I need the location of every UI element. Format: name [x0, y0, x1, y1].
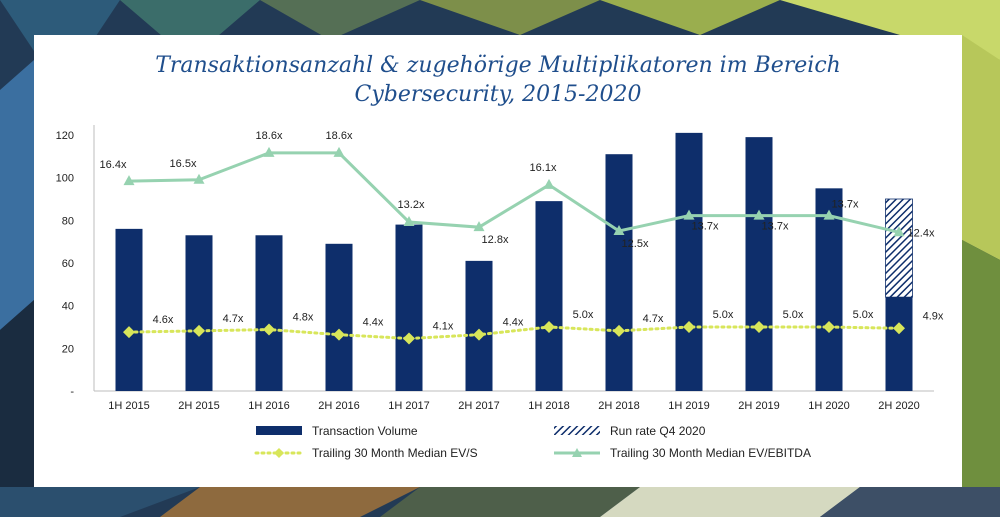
x-tick-label: 1H 2020	[808, 400, 850, 412]
y-tick-label: 120	[56, 130, 74, 142]
label-ev-s: 4.6x	[153, 314, 174, 326]
x-tick-label: 2H 2017	[458, 400, 500, 412]
point-ev-s	[613, 324, 625, 337]
y-tick-label: 100	[56, 173, 74, 185]
y-tick-label: 40	[62, 301, 74, 313]
point-ev-ebitda	[123, 175, 135, 186]
label-ev-s: 4.4x	[503, 317, 524, 329]
label-ev-ebitda: 18.6x	[256, 130, 283, 142]
bar-transaction-volume	[325, 243, 353, 391]
point-ev-s	[823, 321, 835, 333]
bar-transaction-volume	[115, 228, 143, 391]
point-ev-ebitda	[333, 146, 345, 157]
bar-transaction-volume	[535, 201, 563, 391]
label-ev-s: 5.0x	[783, 309, 804, 321]
chart-title: Transaktionsanzahl & zugehörige Multipli…	[34, 51, 962, 109]
bar-transaction-volume	[255, 235, 283, 391]
label-ev-s: 4.7x	[643, 313, 664, 325]
point-ev-s	[683, 321, 695, 333]
bar-transaction-volume	[465, 260, 493, 391]
bar-transaction-volume	[395, 224, 423, 391]
label-ev-ebitda: 13.7x	[692, 221, 719, 233]
point-ev-ebitda	[683, 209, 695, 220]
x-tick-label: 2H 2020	[878, 400, 920, 412]
legend-swatch-run-rate	[554, 426, 600, 435]
y-tick-label: 20	[62, 343, 74, 355]
bar-transaction-volume	[815, 188, 843, 391]
x-tick-label: 1H 2018	[528, 400, 570, 412]
point-ev-s	[893, 322, 905, 335]
label-ev-ebitda: 13.2x	[398, 199, 425, 211]
label-ev-ebitda: 13.7x	[832, 199, 859, 211]
chart-panel: Transaktionsanzahl & zugehörige Multipli…	[34, 35, 962, 487]
point-ev-s	[403, 332, 415, 345]
x-tick-label: 2H 2016	[318, 400, 360, 412]
label-ev-ebitda: 12.4x	[908, 227, 935, 239]
point-ev-s	[543, 321, 555, 333]
label-ev-s: 5.0x	[573, 309, 594, 321]
line-ev-s	[127, 325, 901, 341]
chart-svg: - 20 40 60 80 100 120 1H 2015 2H 2015 1H 2016 2H 2…	[56, 125, 944, 460]
x-tick-label: 1H 2016	[248, 400, 290, 412]
point-ev-ebitda	[613, 225, 625, 235]
point-ev-s	[753, 321, 765, 333]
label-ev-ebitda: 16.5x	[170, 158, 197, 170]
label-ev-s: 4.1x	[433, 321, 454, 333]
legend-marker-ev-s	[274, 448, 284, 458]
point-ev-s	[193, 324, 205, 337]
x-tick-label: 1H 2015	[108, 400, 150, 412]
label-ev-s: 4.7x	[223, 313, 244, 325]
y-tick-label: -	[70, 386, 74, 398]
label-ev-ebitda: 16.4x	[100, 159, 127, 171]
x-tick-label: 1H 2017	[388, 400, 430, 412]
legend-swatch-transaction-volume	[256, 426, 302, 435]
point-ev-ebitda	[263, 146, 275, 157]
bar-transaction-volume	[745, 137, 773, 391]
label-ev-s: 4.4x	[363, 317, 384, 329]
y-tick-label: 60	[62, 258, 74, 270]
point-ev-s	[473, 328, 485, 341]
bar-transaction-volume	[605, 154, 633, 391]
label-ev-ebitda: 12.5x	[622, 238, 649, 250]
point-ev-ebitda	[893, 226, 905, 237]
label-ev-ebitda: 12.8x	[482, 234, 509, 246]
label-ev-s: 5.0x	[853, 309, 874, 321]
legend-label-ev-s: Trailing 30 Month Median EV/S	[312, 446, 478, 460]
point-ev-ebitda	[753, 209, 765, 220]
bar-transaction-volume	[185, 235, 213, 391]
point-ev-s	[263, 323, 275, 336]
x-tick-label: 2H 2015	[178, 400, 220, 412]
point-ev-s	[333, 328, 345, 341]
legend-label-transaction-volume: Transaction Volume	[312, 424, 418, 438]
bar-transaction-volume	[675, 132, 703, 391]
point-ev-s	[123, 326, 135, 339]
label-ev-s: 4.9x	[923, 310, 944, 322]
label-ev-ebitda: 18.6x	[326, 130, 353, 142]
label-ev-s: 5.0x	[713, 309, 734, 321]
legend-label-run-rate: Run rate Q4 2020	[610, 424, 706, 438]
point-ev-ebitda	[473, 221, 485, 232]
y-tick-label: 80	[62, 215, 74, 227]
x-tick-label: 1H 2019	[668, 400, 710, 412]
chart-title-line-1: Transaktionsanzahl & zugehörige Multipli…	[155, 53, 841, 78]
point-ev-ebitda	[403, 216, 415, 227]
bar-transaction-volume	[885, 297, 913, 391]
label-ev-ebitda: 16.1x	[530, 162, 557, 174]
bar-run-rate	[885, 198, 913, 298]
legend-marker-ev-ebitda	[572, 448, 582, 457]
label-ev-ebitda: 13.7x	[762, 221, 789, 233]
chart-title-line-2: Cybersecurity, 2015-2020	[354, 82, 642, 107]
legend-label-ev-ebitda: Trailing 30 Month Median EV/EBITDA	[610, 446, 811, 460]
x-tick-label: 2H 2019	[738, 400, 780, 412]
x-tick-label: 2H 2018	[598, 400, 640, 412]
line-ev-ebitda	[128, 151, 900, 234]
point-ev-ebitda	[543, 178, 555, 189]
point-ev-ebitda	[193, 173, 205, 184]
point-ev-ebitda	[823, 209, 835, 220]
label-ev-s: 4.8x	[293, 312, 314, 324]
